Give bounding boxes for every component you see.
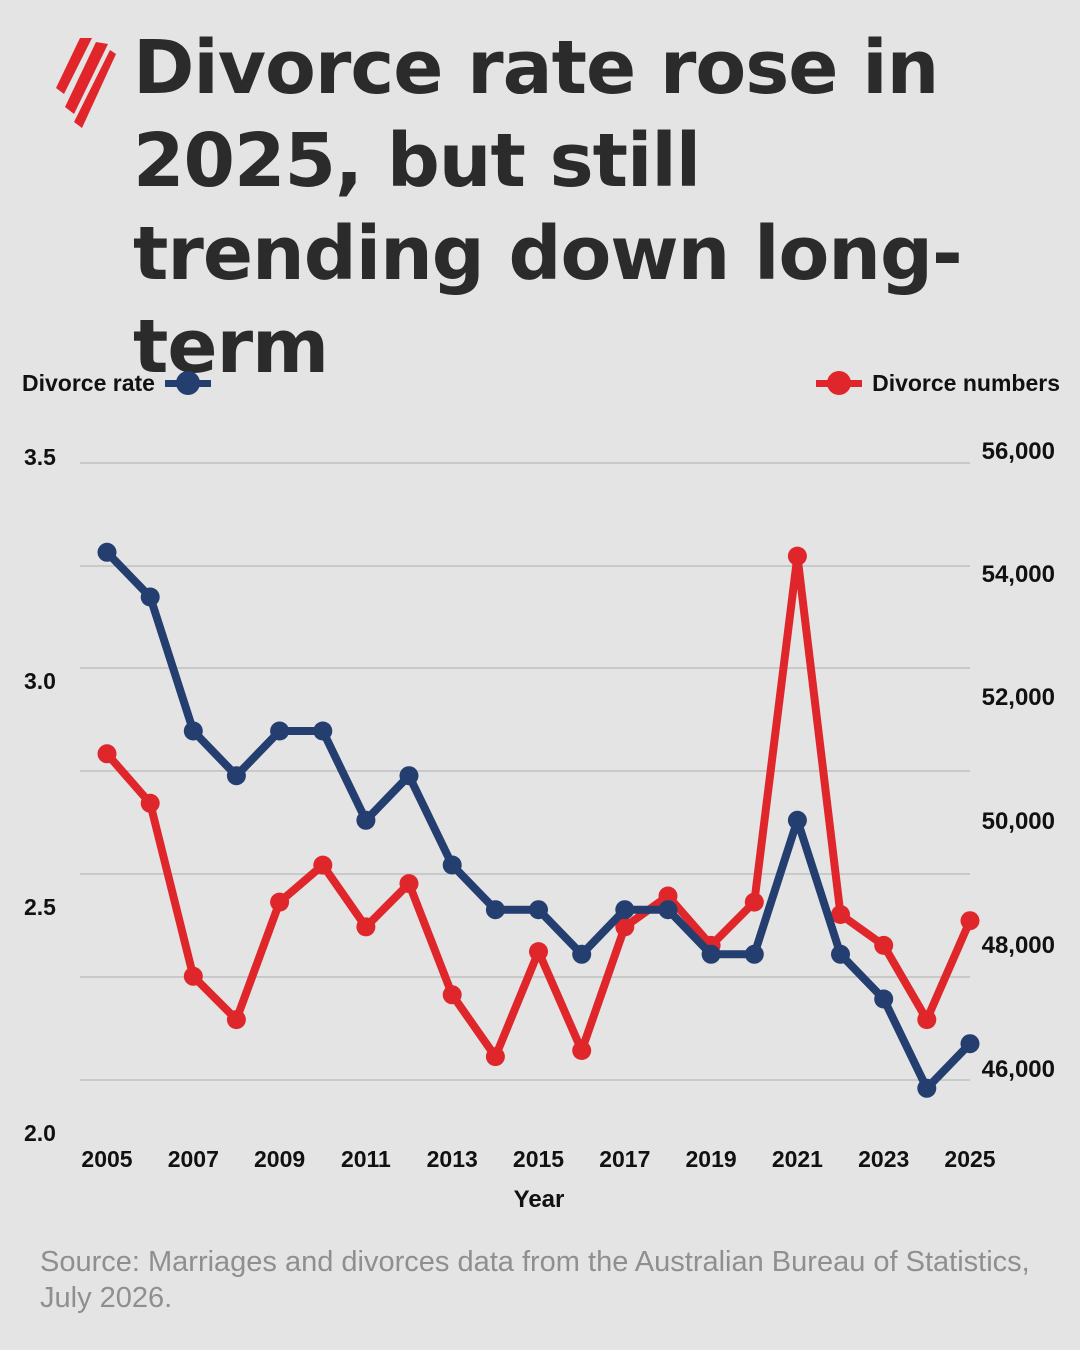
- data-point-divorce-numbers: [917, 1010, 937, 1030]
- y-left-tick-label: 3.0: [24, 668, 56, 694]
- data-point-divorce-numbers: [529, 942, 548, 962]
- data-point-divorce-numbers: [744, 892, 764, 912]
- legend-label-divorce-rate: Divorce rate: [22, 369, 155, 396]
- data-point-divorce-numbers: [874, 935, 894, 955]
- data-point-divorce-rate: [529, 900, 548, 920]
- data-point-divorce-rate: [485, 900, 505, 920]
- data-point-divorce-numbers: [572, 1041, 592, 1060]
- x-tick-label: 2011: [341, 1146, 391, 1172]
- data-point-divorce-rate: [183, 721, 203, 741]
- data-point-divorce-rate: [572, 944, 592, 964]
- data-point-divorce-rate: [140, 587, 160, 607]
- data-point-divorce-numbers: [960, 911, 980, 931]
- data-point-divorce-rate: [831, 944, 850, 964]
- x-tick-label: 2017: [599, 1146, 650, 1172]
- data-point-divorce-rate: [399, 766, 419, 786]
- sbs-logo-icon: [56, 38, 116, 128]
- data-point-divorce-numbers: [313, 855, 333, 875]
- data-point-divorce-numbers: [485, 1047, 505, 1067]
- data-point-divorce-rate: [701, 944, 721, 964]
- data-point-divorce-rate: [960, 1034, 980, 1054]
- data-point-divorce-rate: [874, 989, 894, 1009]
- data-point-divorce-rate: [270, 721, 290, 741]
- line-chart: 3.5 3.0 2.5 2.0 56,000 54,000 52,000 50,000 48,0…: [24, 438, 1055, 1213]
- x-axis-label: Year: [514, 1186, 565, 1213]
- data-point-divorce-numbers: [831, 905, 850, 924]
- data-point-divorce-rate: [313, 721, 333, 741]
- y-left-tick-label: 3.5: [24, 444, 56, 470]
- data-point-divorce-rate: [356, 810, 376, 830]
- x-tick-label: 2025: [944, 1146, 995, 1172]
- data-point-divorce-numbers: [140, 793, 160, 813]
- data-point-divorce-numbers: [442, 985, 462, 1005]
- y-left-tick-label: 2.5: [24, 894, 56, 920]
- data-point-divorce-rate: [615, 900, 635, 920]
- data-point-divorce-numbers: [183, 966, 203, 986]
- x-tick-label: 2019: [686, 1146, 737, 1172]
- y-right-tick-label: 54,000: [982, 561, 1055, 588]
- y-left-tick-label: 2.0: [24, 1120, 56, 1146]
- data-point-divorce-numbers: [356, 917, 376, 937]
- y-right-tick-label: 52,000: [982, 684, 1055, 711]
- data-point-divorce-numbers: [226, 1010, 246, 1030]
- data-point-divorce-rate: [917, 1078, 937, 1098]
- data-point-divorce-rate: [226, 766, 246, 786]
- y-right-tick-label: 48,000: [982, 932, 1055, 959]
- x-tick-label: 2009: [254, 1146, 305, 1172]
- legend-swatch-divorce-rate: [164, 371, 211, 395]
- data-point-divorce-rate: [442, 855, 462, 875]
- x-tick-label: 2013: [427, 1146, 478, 1172]
- data-point-divorce-numbers: [787, 546, 807, 566]
- legend-divorce-rate: Divorce rate: [22, 366, 211, 400]
- chart-title: Divorce rate rose in 2025, but still tre…: [133, 25, 963, 390]
- data-point-divorce-rate: [744, 944, 764, 964]
- x-tick-label: 2015: [513, 1146, 564, 1172]
- x-tick-label: 2007: [168, 1146, 219, 1172]
- data-point-divorce-numbers: [615, 917, 635, 937]
- legend-divorce-numbers: Divorce numbers: [816, 366, 1060, 400]
- data-point-divorce-rate: [658, 900, 678, 920]
- x-tick-label: 2023: [858, 1146, 909, 1172]
- data-point-divorce-numbers: [399, 874, 419, 894]
- legend-label-divorce-numbers: Divorce numbers: [872, 369, 1060, 396]
- data-point-divorce-numbers: [658, 886, 678, 906]
- x-tick-label: 2005: [81, 1146, 132, 1172]
- legend-swatch-divorce-numbers: [816, 371, 863, 395]
- y-right-tick-label: 56,000: [982, 438, 1055, 465]
- data-point-divorce-rate: [787, 810, 807, 830]
- data-point-divorce-numbers: [97, 744, 117, 764]
- y-right-tick-label: 50,000: [982, 808, 1055, 835]
- data-point-divorce-rate: [97, 542, 117, 562]
- x-tick-label: 2021: [772, 1146, 823, 1172]
- data-point-divorce-numbers: [270, 892, 290, 912]
- y-right-tick-label: 46,000: [982, 1056, 1055, 1083]
- source-note: Source: Marriages and divorces data from…: [40, 1246, 1030, 1314]
- series-line-divorce-numbers: [103, 552, 974, 1061]
